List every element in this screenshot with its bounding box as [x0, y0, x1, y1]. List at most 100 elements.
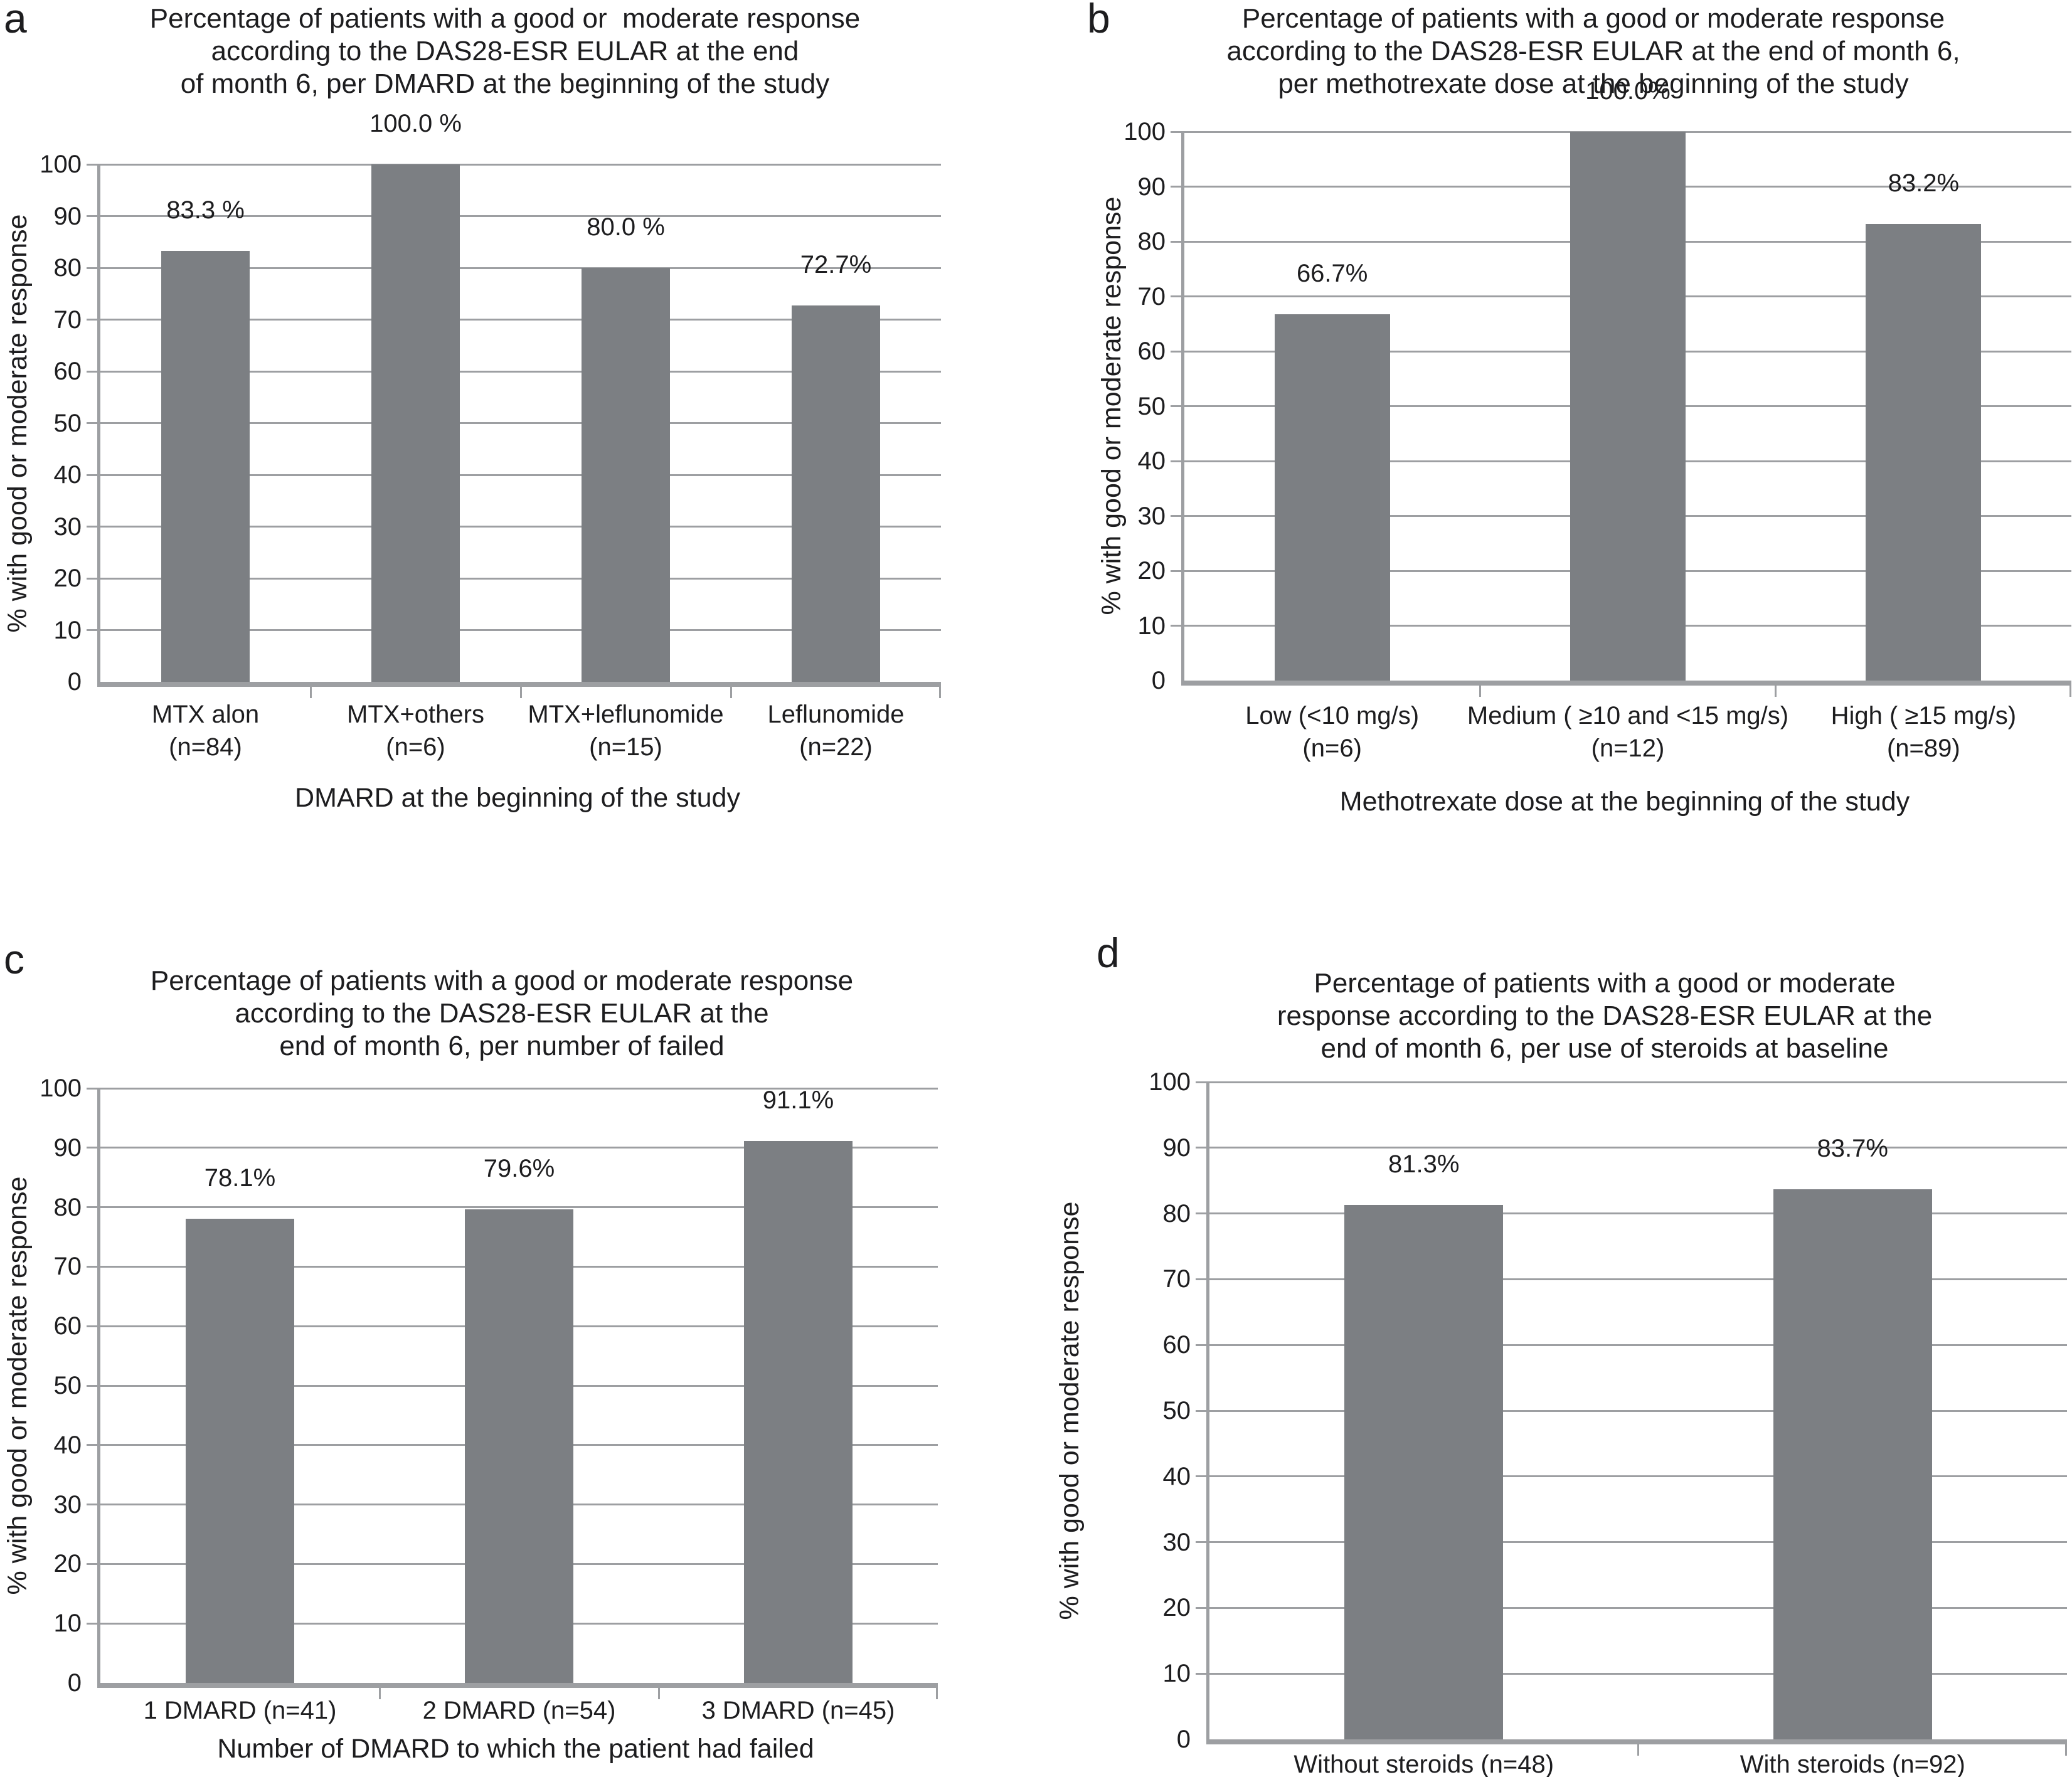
y-tick	[87, 1147, 100, 1149]
y-tick	[1171, 515, 1184, 517]
y-tick	[87, 1622, 100, 1625]
y-tick-label: 50	[1137, 392, 1166, 420]
y-tick-label: 60	[53, 1312, 82, 1340]
gridline	[1209, 1278, 2067, 1280]
y-tick-label: 20	[1162, 1594, 1191, 1622]
y-tick	[1171, 186, 1184, 188]
y-tick	[1196, 1147, 1209, 1149]
y-tick-label: 100	[40, 151, 82, 178]
y-tick-label: 70	[53, 1253, 82, 1281]
y-tick-label: 70	[53, 305, 82, 334]
y-tick	[87, 215, 100, 217]
y-tick-label: 30	[1162, 1528, 1191, 1556]
y-tick	[1171, 350, 1184, 353]
y-tick-label: 30	[53, 1490, 82, 1519]
y-tick-label: 0	[1176, 1726, 1191, 1753]
bar-value-label: 81.3%	[1388, 1150, 1460, 1178]
y-tick	[1171, 625, 1184, 627]
gridline	[100, 1087, 938, 1090]
panel-d-letter: d	[1097, 930, 1120, 976]
y-tick-label: 0	[67, 668, 82, 696]
panel-a-x-axis-title: DMARD at the beginning of the study	[295, 783, 740, 813]
bar-2	[1773, 1189, 1932, 1739]
y-tick	[1171, 130, 1184, 133]
bar-1	[1274, 314, 1390, 681]
gridline	[100, 526, 941, 528]
gridline	[1209, 1147, 2067, 1149]
y-tick-label: 40	[53, 461, 82, 489]
x-category-label: MTX+others (n=6)	[347, 701, 484, 761]
bar-value-label: 83.3 %	[166, 196, 245, 224]
bar-value-label: 100.0%	[1585, 77, 1671, 105]
x-category-label: Low (<10 mg/s) (n=6)	[1245, 702, 1420, 762]
bar-value-label: 83.7%	[1817, 1134, 1888, 1162]
gridline	[1209, 1212, 2067, 1215]
x-category-label: Medium ( ≥10 and <15 mg/s) (n=12)	[1467, 702, 1789, 762]
bar-1	[1344, 1204, 1504, 1739]
y-tick	[87, 163, 100, 166]
gridline	[100, 422, 941, 424]
y-tick-label: 40	[1137, 447, 1166, 475]
y-tick-label: 30	[53, 512, 82, 541]
gridline	[100, 1147, 938, 1149]
y-tick-label: 50	[53, 1372, 82, 1399]
y-tick-label: 0	[1151, 667, 1166, 694]
panel-a-plot-area: 0 10 20 30 40 50 60 70 80 90 100 83.3 % MTX alon (n=…	[40, 110, 941, 761]
y-tick	[1196, 1672, 1209, 1675]
panel-b-x-axis-title: Methotrexate dose at the beginning of th…	[1339, 787, 1910, 817]
x-tick	[730, 687, 732, 698]
gridline	[100, 215, 941, 217]
y-tick-label: 100	[1124, 118, 1166, 146]
y-tick-label: 10	[1137, 612, 1166, 640]
y-tick	[87, 1444, 100, 1446]
y-tick	[1196, 1344, 1209, 1346]
gridline	[100, 1206, 938, 1209]
y-tick-label: 90	[1137, 172, 1166, 201]
gridline	[1209, 1606, 2067, 1609]
bar-value-label: 79.6%	[483, 1155, 555, 1183]
y-tick	[1196, 1278, 1209, 1280]
y-tick	[1171, 295, 1184, 297]
y-tick	[1196, 1541, 1209, 1544]
y-tick-label: 90	[53, 1133, 82, 1162]
bar-value-label: 91.1%	[762, 1086, 834, 1115]
y-tick-label: 60	[53, 358, 82, 385]
y-tick-label: 70	[1162, 1265, 1191, 1293]
x-tick	[1637, 1744, 1639, 1756]
y-tick	[87, 629, 100, 631]
bar-2	[464, 1209, 574, 1683]
y-tick	[1196, 1606, 1209, 1609]
y-tick-label: 90	[1162, 1133, 1191, 1162]
bar-1	[161, 250, 250, 682]
y-tick-label: 80	[1162, 1199, 1191, 1228]
panel-b-plot-area: 0 10 20 30 40 50 60 70 80 90 100 66.7% Low (<10 mg/s…	[1124, 77, 2071, 762]
gridline	[100, 319, 941, 321]
x-category-label: Without steroids (n=48)	[1294, 1751, 1554, 1777]
y-tick	[1171, 570, 1184, 572]
x-category-label: With steroids (n=92)	[1740, 1751, 1965, 1777]
y-tick-label: 10	[53, 1610, 82, 1638]
bar-value-label: 83.2%	[1888, 169, 1960, 197]
y-tick-label: 100	[40, 1074, 82, 1102]
y-tick-label: 80	[53, 1193, 82, 1221]
y-tick	[87, 1562, 100, 1565]
gridline	[100, 629, 941, 631]
y-tick	[1196, 1475, 1209, 1478]
y-tick	[1196, 1212, 1209, 1215]
panel-c-title: Percentage of patients with a good or mo…	[150, 965, 854, 1061]
panel-c-plot-area: 0 10 20 30 40 50 60 70 80 90 100 78.1% 1 DMARD (n=41…	[40, 1074, 938, 1724]
gridline	[1209, 1081, 2067, 1083]
x-tick	[309, 687, 312, 698]
y-tick-label: 80	[53, 254, 82, 282]
x-category-label: Leflunomide (n=22)	[767, 701, 905, 761]
panel-d-title: Percentage of patients with a good or mo…	[1277, 968, 1933, 1064]
gridline	[1209, 1541, 2067, 1544]
y-tick-label: 80	[1137, 228, 1166, 255]
y-tick-label: 50	[53, 409, 82, 437]
bar-1	[185, 1218, 295, 1683]
bar-2	[1570, 132, 1686, 681]
x-category-label: MTX alon (n=84)	[151, 701, 260, 761]
x-tick	[936, 1688, 938, 1699]
y-tick-label: 40	[53, 1431, 82, 1459]
gridline	[1209, 1344, 2067, 1346]
